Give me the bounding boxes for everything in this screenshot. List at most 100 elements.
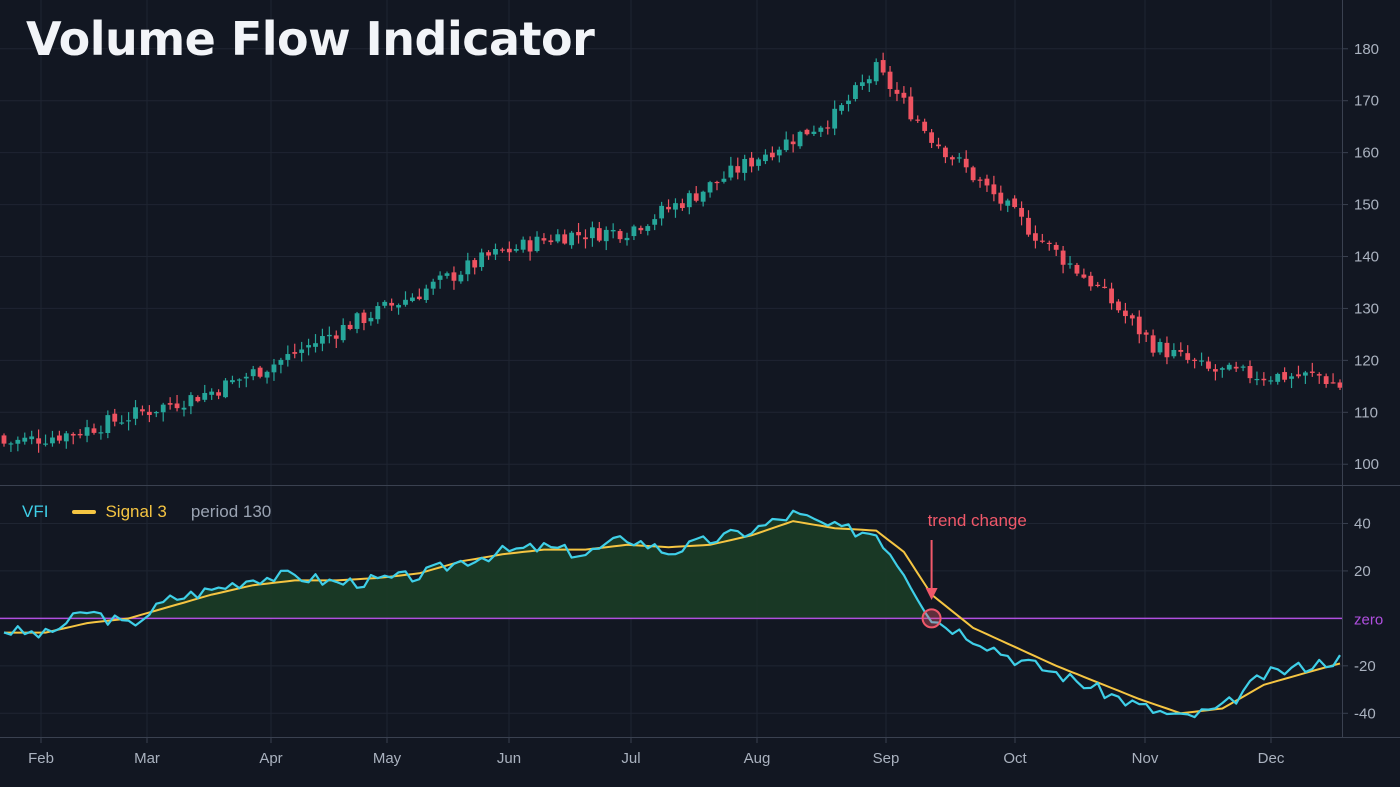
candle-body [1074, 264, 1080, 274]
candle-body [299, 349, 305, 353]
annotation-arrow-head [925, 588, 938, 600]
candle-body [486, 252, 491, 256]
candle-body [403, 299, 408, 305]
candle-body [541, 238, 547, 241]
candle-body [887, 71, 893, 89]
candle-body [98, 432, 104, 434]
candle-body [1046, 242, 1052, 245]
candle-body [133, 407, 138, 419]
candle-body [1026, 217, 1031, 235]
candle-body [839, 105, 844, 111]
candle-body [520, 239, 526, 250]
candle-body [610, 229, 616, 232]
x-tick-label: May [373, 750, 402, 767]
vfi-y-tick-label: 40 [1354, 515, 1371, 532]
candle-body [140, 409, 145, 412]
candle-body [936, 144, 941, 147]
candle-body [368, 317, 374, 322]
candle-body [112, 413, 118, 422]
candle-body [652, 219, 658, 225]
candle-body [410, 297, 415, 301]
candle-body [790, 141, 796, 145]
x-tick-label: Feb [28, 750, 54, 767]
candle-body [645, 226, 651, 231]
candle-body [375, 306, 381, 320]
candle-body [693, 193, 699, 201]
candle-body [749, 157, 755, 167]
x-tick-label: Nov [1132, 750, 1159, 767]
candle-body [673, 203, 678, 210]
candle-body [1157, 342, 1163, 353]
trend-change-marker [921, 608, 942, 629]
candle-body [91, 428, 97, 433]
axes: 100 110 120 130 140 150 160 170 180 40 20 -20 -40 Feb… [0, 0, 1400, 767]
candle-body [500, 249, 505, 251]
x-tick-label: Jul [621, 750, 640, 767]
candle-body [776, 149, 782, 156]
price-y-tick-label: 180 [1354, 41, 1379, 58]
candle-body [1275, 373, 1281, 382]
candle-body [1060, 250, 1066, 265]
candle-body [493, 249, 498, 255]
candle-body [1289, 376, 1294, 379]
candle-body [548, 240, 554, 243]
candle-body [686, 193, 692, 208]
price-y-tick-label: 110 [1354, 404, 1378, 421]
candle-body [1102, 286, 1108, 288]
candle-body [596, 228, 602, 241]
x-tick-label: Jun [497, 750, 521, 767]
candle-body [15, 439, 21, 444]
candle-body [832, 108, 838, 129]
candle-body [444, 273, 450, 276]
candle-body [963, 158, 969, 168]
candle-body [866, 79, 872, 84]
candle-body [50, 437, 55, 444]
candle-body [43, 443, 48, 445]
candle-body [1178, 349, 1184, 352]
candle-body [825, 127, 831, 129]
candle-body [451, 272, 457, 281]
candle-body [29, 436, 35, 440]
candle-body [908, 96, 914, 120]
candle-body [873, 62, 879, 82]
candle-body [167, 403, 173, 405]
candle-body [326, 334, 332, 337]
candle-body [811, 131, 817, 134]
trend-change-label: trend change [928, 511, 1027, 530]
candle-body [340, 325, 346, 341]
candle-body [1143, 332, 1149, 335]
candle-body [1233, 366, 1239, 369]
candle-body [1247, 366, 1253, 379]
candle-body [638, 227, 644, 231]
candle-body [230, 380, 235, 383]
candle-body [735, 166, 741, 173]
vfi-positive-fill [4, 510, 1340, 619]
candle-body [430, 281, 436, 289]
candle-body [313, 343, 318, 347]
legend-signal-label: Signal 3 [105, 502, 167, 521]
candle-body [1081, 274, 1087, 278]
candle-body [22, 437, 28, 442]
candle-body [146, 411, 152, 415]
legend-period-label: period 130 [190, 502, 272, 521]
candle-body [320, 336, 325, 344]
x-tick-label: Dec [1258, 750, 1285, 767]
candle-body [216, 392, 221, 396]
candle-body [174, 403, 180, 409]
x-tick-label: Oct [1003, 750, 1027, 767]
candle-body [292, 352, 298, 354]
candle-body [915, 119, 921, 121]
price-panel [1, 52, 1343, 453]
candle-body [77, 433, 83, 436]
candle-body [36, 438, 42, 444]
candle-body [1164, 342, 1170, 358]
candle-body [576, 231, 581, 236]
candle-body [846, 100, 851, 105]
candle-body [84, 427, 90, 436]
candle-body [1192, 359, 1198, 361]
candle-body [742, 158, 748, 173]
price-y-tick-label: 120 [1354, 352, 1379, 369]
candle-body [56, 435, 62, 441]
candle-body [617, 231, 623, 240]
